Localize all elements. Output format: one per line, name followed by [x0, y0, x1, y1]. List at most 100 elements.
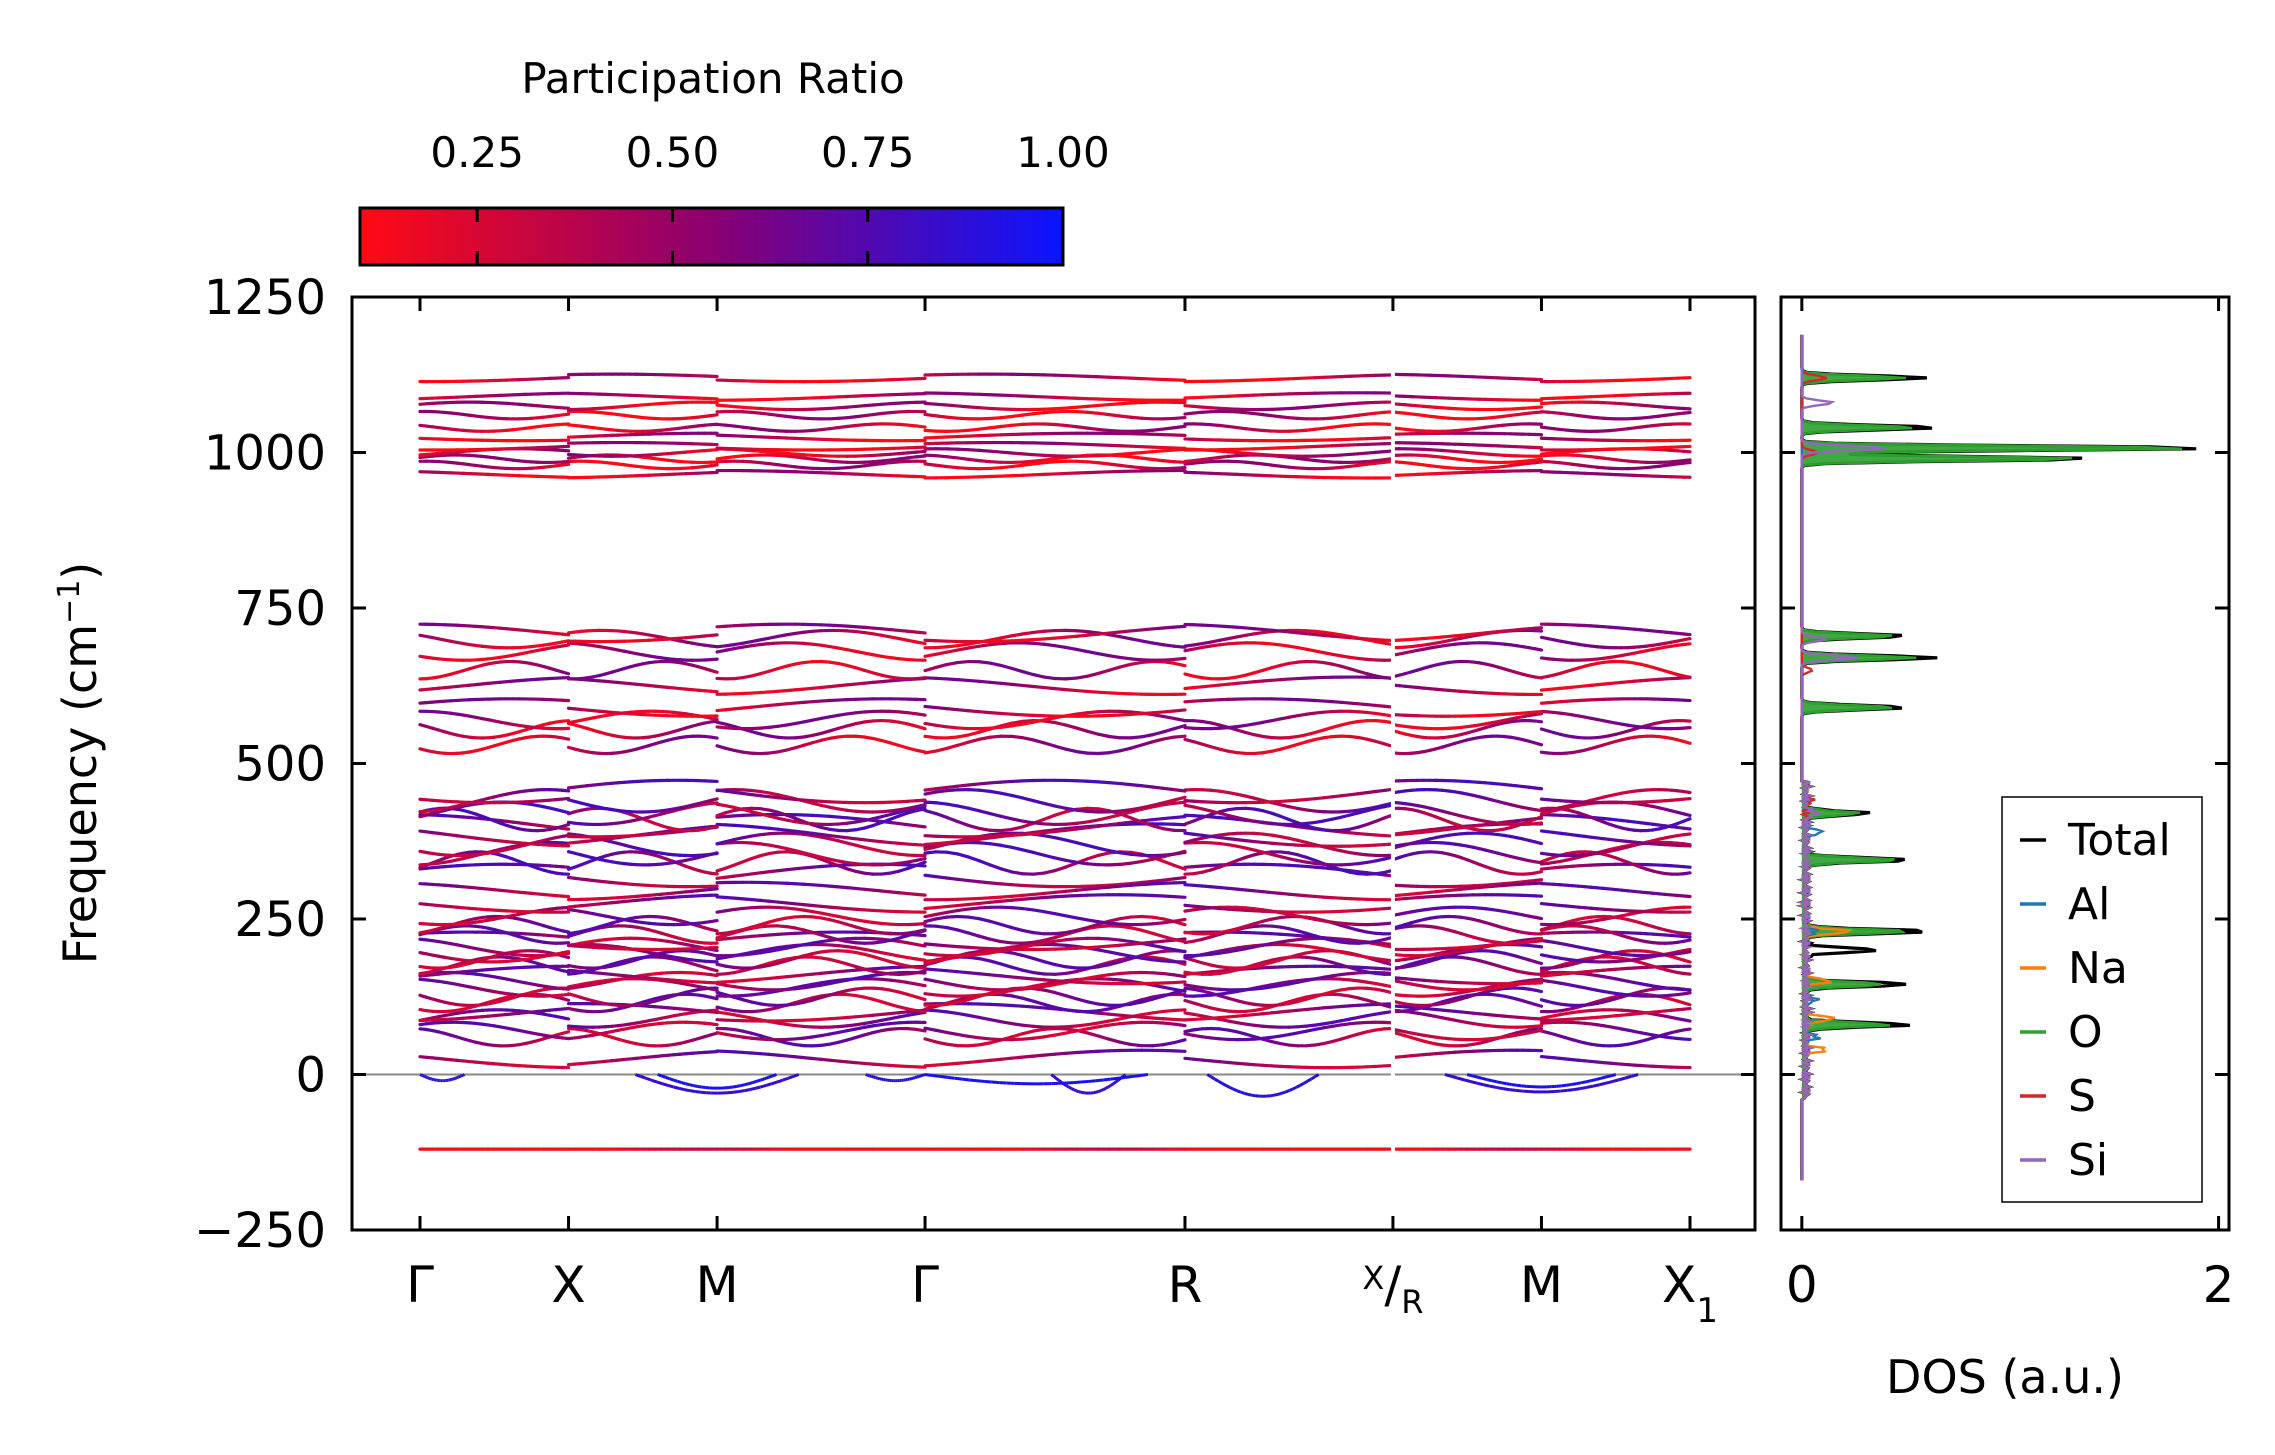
band-segment: [988, 842, 1003, 847]
band-segment: [966, 823, 981, 831]
band-segment: [955, 642, 970, 648]
band-segment: [1053, 856, 1068, 862]
band-segment: [1085, 729, 1100, 736]
band-segment: [560, 822, 571, 829]
band-segment: [709, 716, 719, 721]
band-segment: [1042, 834, 1057, 840]
band-segment: [1161, 660, 1176, 665]
band-segment: [1140, 818, 1155, 823]
band-segment: [1085, 824, 1100, 830]
band-segment: [1172, 716, 1187, 723]
band-segment: [923, 749, 938, 755]
band-segment: [988, 789, 1003, 795]
band-segment: [1150, 737, 1165, 744]
band-segment: [1682, 871, 1692, 876]
band-segment: [1053, 810, 1068, 817]
band-segment: [1118, 454, 1133, 459]
band-segment: [977, 459, 992, 464]
band-segment: [1064, 688, 1079, 693]
band-segment: [560, 865, 571, 869]
band-segment: [1150, 457, 1165, 463]
band-segment: [1042, 422, 1057, 427]
band-segment: [1096, 402, 1111, 408]
band-segment: [1085, 710, 1100, 715]
band-segment: [999, 882, 1014, 887]
band-segment: [1085, 460, 1100, 465]
band-segment: [560, 462, 571, 467]
band-segment: [1118, 629, 1133, 634]
band-segment: [955, 659, 970, 665]
band-segment: [934, 801, 949, 806]
band-segment: [1064, 634, 1079, 639]
band-segment: [988, 460, 1003, 464]
band-segment: [709, 463, 719, 468]
band-segment: [1107, 462, 1122, 467]
band-segment: [945, 707, 960, 712]
band-segment: [1031, 831, 1046, 836]
band-segment: [1085, 671, 1100, 678]
band-segment: [934, 463, 949, 469]
band-segment: [709, 871, 719, 876]
band-segment: [955, 456, 970, 461]
band-segment: [1172, 415, 1187, 421]
band-segment: [1107, 849, 1122, 855]
band-segment: [1682, 865, 1692, 869]
band-segment: [1161, 448, 1176, 453]
band-segment: [1140, 740, 1155, 747]
band-segment: [709, 657, 719, 662]
colorbar: Participation Ratio 0.25 0.50 0.75 1.00: [358, 54, 1110, 267]
band-segment: [1010, 719, 1025, 725]
band-segment: [977, 826, 992, 832]
band-segment: [934, 705, 949, 711]
band-segment: [1118, 463, 1133, 469]
band-segment: [1075, 826, 1090, 831]
band-segment: [560, 809, 571, 815]
band-segment: [966, 855, 981, 863]
band-segment: [1161, 852, 1176, 857]
band-segment: [1140, 416, 1155, 421]
band-segment: [1140, 857, 1155, 864]
band-segment: [945, 850, 960, 856]
band-segment: [709, 735, 719, 740]
band-segment: [934, 841, 949, 846]
band-segment: [1042, 801, 1057, 808]
band-segment: [923, 401, 938, 406]
band-segment: [1118, 451, 1133, 456]
band-segment: [1161, 877, 1176, 882]
band-segment: [1172, 734, 1187, 739]
band-segment: [1064, 405, 1079, 410]
colorbar-tick-label: 0.50: [626, 128, 720, 177]
band-segment: [1010, 825, 1025, 832]
band-segment: [966, 737, 981, 744]
band-segment: [934, 454, 949, 459]
band-segment: [945, 840, 960, 845]
band-segment: [1161, 643, 1176, 648]
band-segment: [1150, 449, 1165, 454]
band-segment: [923, 842, 938, 847]
band-segment: [709, 824, 719, 830]
band-segment: [999, 791, 1014, 797]
band-segment: [923, 428, 938, 433]
band-segment: [945, 403, 960, 408]
band-segment: [1042, 628, 1057, 633]
band-segment: [1042, 829, 1057, 835]
band-segment: [955, 852, 970, 859]
band-segment: [999, 843, 1014, 849]
band-segment: [977, 643, 992, 648]
band-segment: [1075, 633, 1090, 638]
band-segment: [1042, 741, 1057, 748]
band-segment: [1075, 647, 1090, 654]
band-segment: [945, 677, 960, 682]
band-segment: [923, 638, 938, 643]
band-segment: [914, 856, 927, 863]
band-segment: [1172, 708, 1187, 713]
band-segment: [988, 881, 1003, 886]
band-segment: [1020, 713, 1035, 717]
band-segment: [1042, 813, 1057, 821]
band-segment: [1150, 824, 1165, 831]
band-segment: [1031, 718, 1046, 724]
band-segment: [1682, 826, 1692, 831]
band-segment: [1682, 642, 1692, 647]
band-segment: [1129, 657, 1144, 662]
band-segment: [999, 681, 1014, 686]
